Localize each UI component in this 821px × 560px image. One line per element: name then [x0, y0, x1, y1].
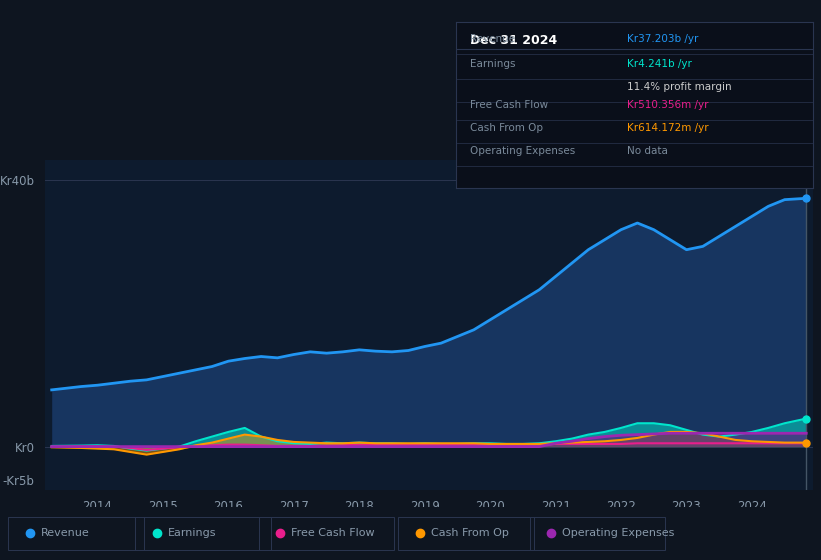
Text: Revenue: Revenue [470, 34, 515, 44]
Text: Kr4.241b /yr: Kr4.241b /yr [627, 59, 692, 69]
Text: Dec 31 2024: Dec 31 2024 [470, 34, 557, 47]
Text: Revenue: Revenue [41, 529, 89, 538]
Text: Kr37.203b /yr: Kr37.203b /yr [627, 34, 699, 44]
Text: No data: No data [627, 146, 668, 156]
Text: Operating Expenses: Operating Expenses [562, 529, 675, 538]
Text: Kr510.356m /yr: Kr510.356m /yr [627, 100, 709, 110]
Text: Free Cash Flow: Free Cash Flow [470, 100, 548, 110]
Text: Free Cash Flow: Free Cash Flow [291, 529, 375, 538]
Text: Cash From Op: Cash From Op [470, 123, 543, 133]
Text: Earnings: Earnings [168, 529, 217, 538]
Text: Cash From Op: Cash From Op [431, 529, 509, 538]
Text: 11.4% profit margin: 11.4% profit margin [627, 82, 732, 92]
Text: Operating Expenses: Operating Expenses [470, 146, 576, 156]
Text: Earnings: Earnings [470, 59, 516, 69]
Text: Kr614.172m /yr: Kr614.172m /yr [627, 123, 709, 133]
